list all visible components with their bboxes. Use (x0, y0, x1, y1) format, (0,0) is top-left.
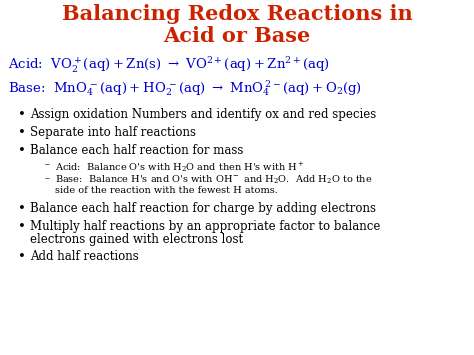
Text: Acid or Base: Acid or Base (164, 26, 310, 46)
Text: •: • (18, 108, 26, 121)
Text: Assign oxidation Numbers and identify ox and red species: Assign oxidation Numbers and identify ox… (30, 108, 376, 121)
Text: Add half reactions: Add half reactions (30, 250, 139, 263)
Text: Balancing Redox Reactions in: Balancing Redox Reactions in (62, 4, 412, 24)
Text: Multiply half reactions by an appropriate factor to balance: Multiply half reactions by an appropriat… (30, 220, 380, 233)
Text: –: – (45, 174, 50, 183)
Text: Balance each half reaction for charge by adding electrons: Balance each half reaction for charge by… (30, 202, 376, 215)
Text: •: • (18, 126, 26, 139)
Text: •: • (18, 250, 26, 263)
Text: Base:  Balance H's and O's with $\mathregular{OH^-}$ and $\mathregular{H_2O}$.  : Base: Balance H's and O's with $\mathreg… (55, 174, 373, 186)
Text: –: – (45, 160, 50, 169)
Text: Acid:  $\mathregular{VO_2^+(aq) + Zn(s)\ \rightarrow\ VO^{2+}(aq) + Zn^{2+}(aq)}: Acid: $\mathregular{VO_2^+(aq) + Zn(s)\ … (8, 56, 330, 75)
Text: •: • (18, 144, 26, 157)
Text: Base:  $\mathregular{MnO_4^{\,-}(aq) + HO_2^{\,-}(aq)\ \rightarrow\ MnO_4^{\,2-}: Base: $\mathregular{MnO_4^{\,-}(aq) + HO… (8, 78, 362, 98)
Text: Separate into half reactions: Separate into half reactions (30, 126, 196, 139)
Text: •: • (18, 202, 26, 215)
Text: side of the reaction with the fewest H atoms.: side of the reaction with the fewest H a… (55, 186, 278, 195)
Text: •: • (18, 220, 26, 233)
Text: Acid:  Balance O's with $\mathregular{H_2O}$ and then H's with $\mathregular{H^+: Acid: Balance O's with $\mathregular{H_2… (55, 160, 304, 174)
Text: Balance each half reaction for mass: Balance each half reaction for mass (30, 144, 243, 157)
Text: electrons gained with electrons lost: electrons gained with electrons lost (30, 233, 243, 246)
